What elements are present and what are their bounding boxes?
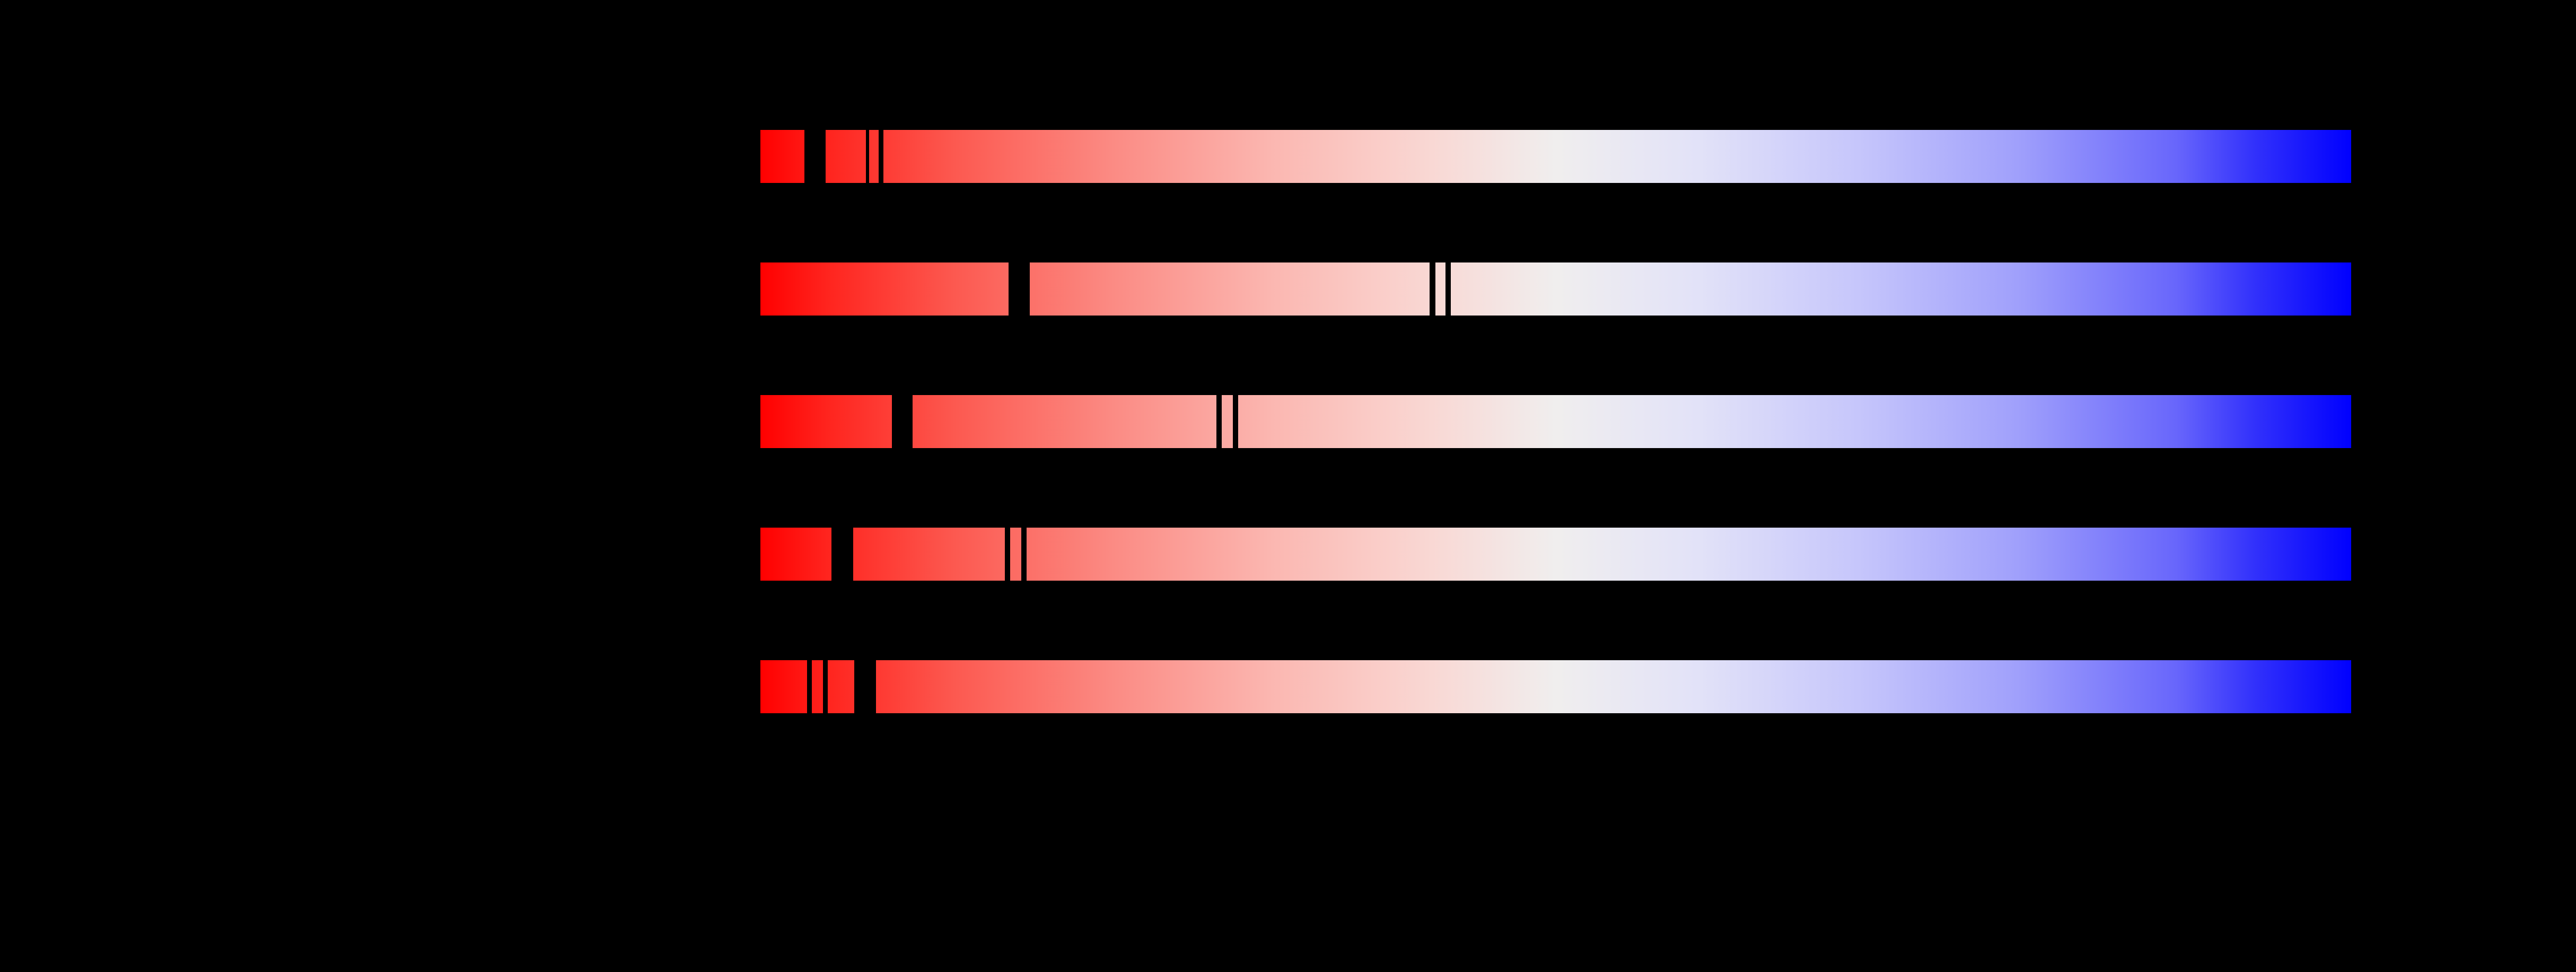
marker-thin-tick — [807, 660, 812, 713]
marker-thick-band — [831, 528, 853, 581]
gradient-strip-1 — [760, 130, 2351, 183]
gradient-strip-5 — [760, 660, 2351, 713]
gradient-strip-2 — [760, 262, 2351, 316]
marker-thin-tick — [1430, 262, 1435, 316]
marker-thin-tick — [1005, 528, 1010, 581]
marker-thin-tick — [866, 130, 869, 183]
gradient-strip-4 — [760, 528, 2351, 581]
marker-thin-tick — [823, 660, 828, 713]
marker-thin-tick — [1021, 528, 1027, 581]
gradient-strip-3 — [760, 395, 2351, 448]
marker-thin-tick — [1445, 262, 1451, 316]
marker-thin-tick — [1216, 395, 1222, 448]
marker-thin-tick — [1233, 395, 1238, 448]
marker-thick-band — [804, 130, 826, 183]
marker-thick-band — [892, 395, 913, 448]
marker-thin-tick — [879, 130, 883, 183]
marker-thick-band — [854, 660, 876, 713]
marker-thick-band — [1009, 262, 1030, 316]
